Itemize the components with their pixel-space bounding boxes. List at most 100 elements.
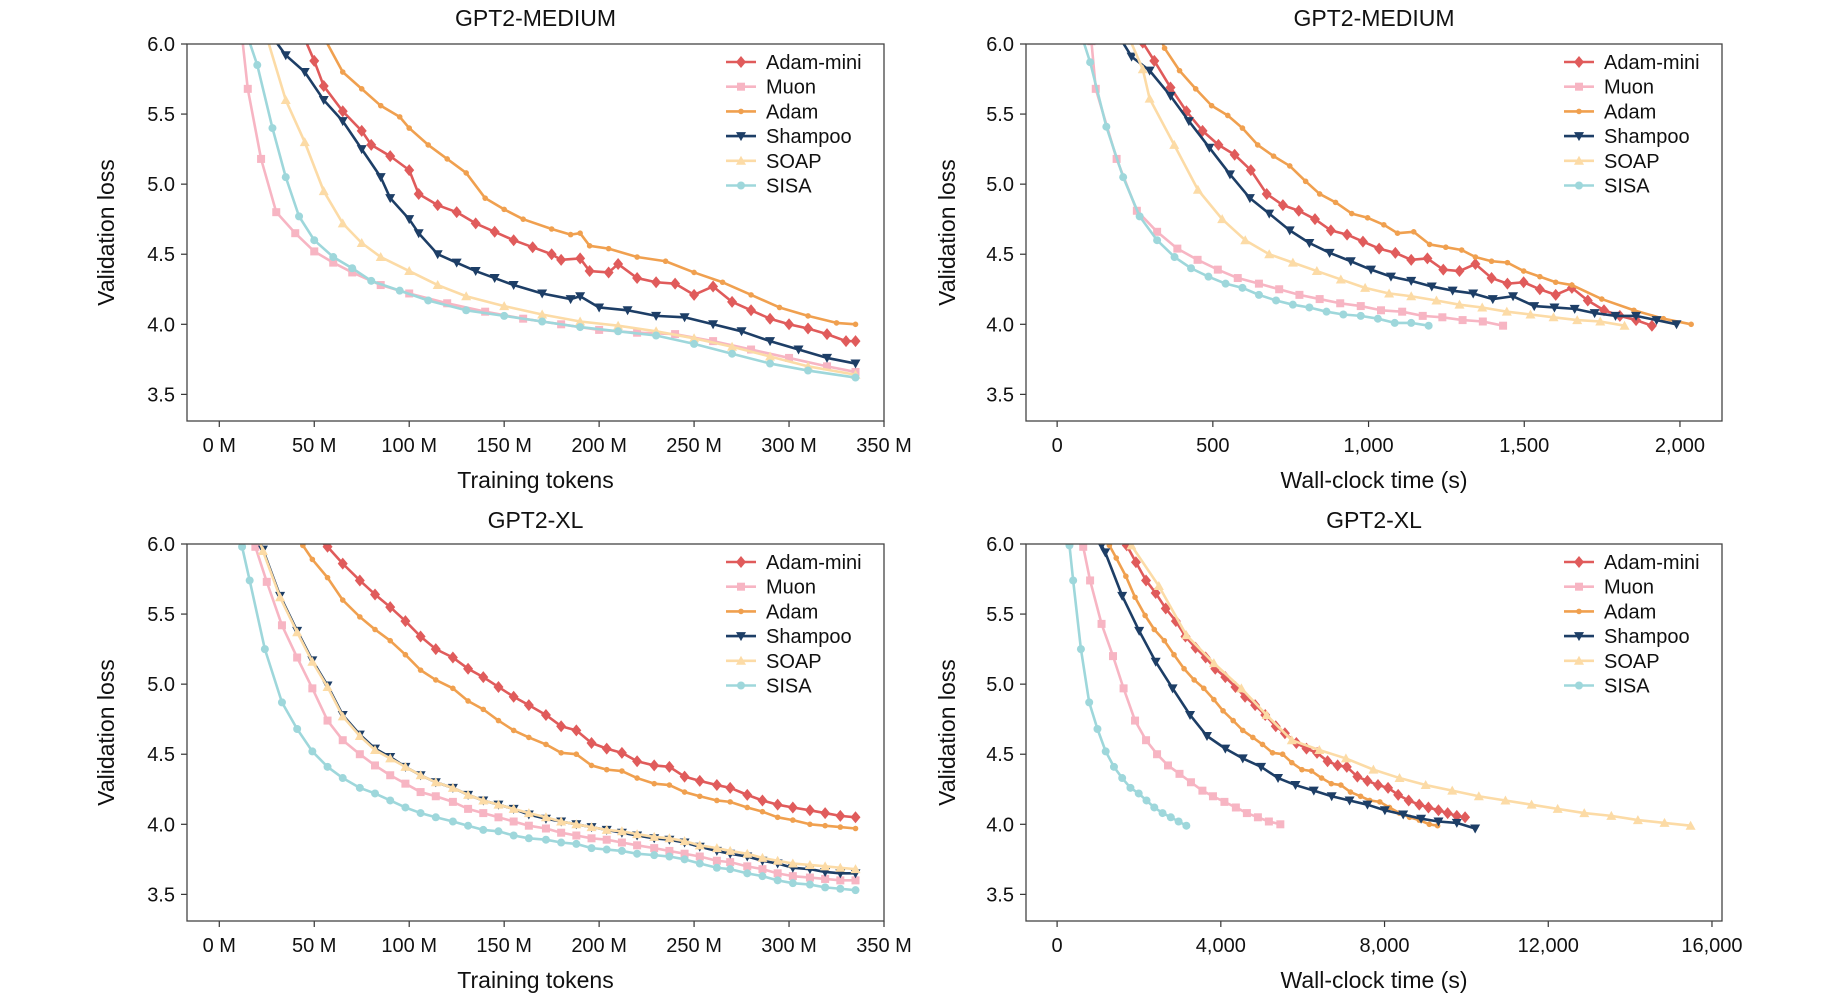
- triangle-down-marker: [565, 295, 576, 305]
- x-tick-label: 1,500: [1499, 435, 1549, 457]
- triangle-down-marker: [1150, 657, 1161, 667]
- square-marker: [557, 828, 566, 837]
- x-tick-label: 350 M: [856, 935, 912, 957]
- dot-marker: [1576, 608, 1582, 615]
- diamond-marker: [322, 544, 333, 553]
- diamond-marker: [356, 124, 367, 137]
- diamond-marker: [689, 288, 700, 301]
- legend-item: Adam-mini: [1564, 552, 1700, 574]
- diamond-marker: [478, 671, 489, 684]
- axes-frame: [1025, 43, 1723, 422]
- dot-marker: [605, 245, 612, 252]
- series-shampoo: [275, 44, 861, 369]
- x-tick-label: 100 M: [381, 435, 437, 457]
- square-marker: [680, 849, 689, 858]
- circle-marker: [1407, 318, 1416, 327]
- x-tick-label: 200 M: [571, 935, 627, 957]
- diamond-marker: [1261, 187, 1272, 200]
- triangle-up-marker: [478, 795, 489, 805]
- square-marker: [238, 33, 246, 41]
- x-tick-label: 1,000: [1344, 435, 1394, 457]
- circle-marker: [371, 789, 380, 798]
- triangle-up-marker: [400, 761, 411, 771]
- y-tick-label: 5.5: [986, 604, 1014, 626]
- chart-title: GPT2-XL: [488, 507, 584, 533]
- circle-marker: [743, 869, 752, 878]
- diamond-marker: [1245, 164, 1256, 177]
- triangle-down-marker: [1549, 303, 1560, 313]
- axes-frame: [186, 543, 885, 922]
- square-marker: [785, 353, 794, 362]
- y-axis-label: Validation loss: [934, 659, 960, 806]
- triangle-up-marker: [616, 826, 627, 836]
- legend-label: SISA: [1604, 676, 1650, 698]
- square-marker: [1499, 321, 1508, 330]
- circle-marker: [1135, 212, 1144, 221]
- diamond-marker: [746, 304, 757, 317]
- dot-marker: [662, 258, 669, 265]
- diamond-marker: [784, 318, 795, 331]
- circle-marker: [348, 264, 357, 273]
- dot-marker: [1458, 247, 1465, 253]
- square-marker: [737, 582, 745, 591]
- square-marker: [291, 229, 300, 238]
- diamond-marker: [413, 187, 424, 200]
- dot-marker: [1302, 178, 1309, 185]
- triangle-down-marker: [404, 215, 415, 225]
- triangle-up-marker: [463, 789, 474, 799]
- triangle-up-marker: [1124, 32, 1134, 41]
- dot-marker: [691, 269, 697, 276]
- circle-marker: [238, 544, 247, 551]
- triangle-up-marker: [1240, 235, 1251, 245]
- legend-item: SOAP: [1564, 151, 1660, 173]
- dot-marker: [357, 614, 363, 620]
- circle-marker: [1153, 236, 1162, 245]
- triangle-up-marker: [262, 32, 272, 41]
- dot-marker: [1472, 254, 1479, 260]
- circle-marker: [1221, 279, 1230, 288]
- square-marker: [348, 268, 357, 277]
- dot-marker: [1220, 707, 1226, 714]
- square-marker: [1186, 778, 1195, 787]
- triangle-up-marker: [556, 816, 567, 826]
- dot-marker: [432, 677, 439, 683]
- triangle-down-marker: [1451, 818, 1462, 828]
- square-marker: [293, 653, 302, 662]
- diamond-marker: [404, 164, 415, 177]
- dot-marker: [573, 751, 580, 758]
- legend-item: Muon: [726, 577, 816, 599]
- triangle-up-marker: [1572, 315, 1583, 325]
- series-line: [1082, 44, 1429, 327]
- square-marker: [695, 852, 704, 861]
- square-marker: [1398, 307, 1407, 316]
- circle-marker: [1424, 321, 1433, 330]
- triangle-down-marker: [1165, 91, 1176, 101]
- dot-marker: [807, 821, 813, 828]
- circle-marker: [728, 349, 737, 358]
- square-marker: [788, 872, 797, 881]
- dot-marker: [1211, 696, 1217, 703]
- diamond-marker: [1322, 755, 1333, 768]
- diamond-marker: [508, 234, 519, 247]
- circle-marker: [293, 724, 302, 733]
- x-tick-label: 16,000: [1681, 935, 1742, 957]
- dot-marker: [1142, 612, 1148, 619]
- square-marker: [1173, 244, 1182, 253]
- dot-marker: [377, 102, 384, 109]
- dot-marker: [567, 231, 574, 238]
- square-marker: [836, 876, 845, 885]
- dot-marker: [1106, 537, 1112, 543]
- legend-item: Adam-mini: [726, 552, 862, 574]
- diamond-marker: [850, 335, 861, 348]
- triangle-up-marker: [1406, 291, 1417, 301]
- legend-label: Muon: [1604, 77, 1654, 99]
- circle-marker: [355, 783, 364, 792]
- legend-item: SISA: [1564, 676, 1650, 698]
- y-tick-label: 5.5: [147, 104, 175, 126]
- diamond-marker: [1486, 272, 1497, 285]
- y-axis-label: Validation loss: [934, 159, 960, 306]
- diamond-marker: [571, 724, 582, 737]
- circle-marker: [614, 327, 623, 336]
- diamond-marker: [787, 801, 798, 814]
- dot-marker: [1426, 821, 1433, 828]
